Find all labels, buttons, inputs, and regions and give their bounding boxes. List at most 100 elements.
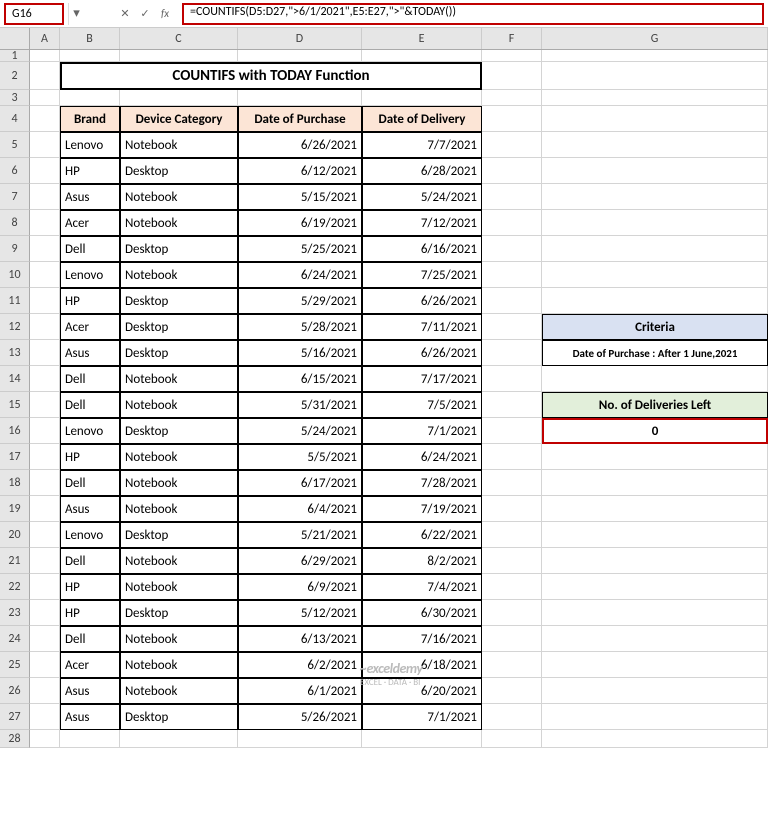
cell-blank[interactable] — [362, 730, 482, 748]
cell-delivery[interactable]: 7/28/2021 — [362, 470, 482, 496]
cell-brand[interactable]: Asus — [60, 678, 120, 704]
cell-blank[interactable] — [30, 210, 60, 236]
cell-delivery[interactable]: 6/28/2021 — [362, 158, 482, 184]
row-header-15[interactable]: 15 — [0, 392, 30, 418]
cell-brand[interactable]: Dell — [60, 548, 120, 574]
cell-blank[interactable] — [482, 730, 542, 748]
row-header-3[interactable]: 3 — [0, 90, 30, 106]
cell-brand[interactable]: Asus — [60, 184, 120, 210]
cell-blank[interactable] — [30, 392, 60, 418]
cell-blank[interactable] — [482, 444, 542, 470]
cell-delivery[interactable]: 6/30/2021 — [362, 600, 482, 626]
cell-category[interactable]: Desktop — [120, 314, 238, 340]
cell-blank[interactable] — [238, 730, 362, 748]
cell-blank[interactable] — [482, 548, 542, 574]
cell-blank[interactable] — [30, 444, 60, 470]
cell-purchase[interactable]: 6/26/2021 — [238, 132, 362, 158]
cell-purchase[interactable]: 6/13/2021 — [238, 626, 362, 652]
cell-blank[interactable] — [542, 158, 768, 184]
cell-blank[interactable] — [542, 730, 768, 748]
cell-blank[interactable] — [30, 470, 60, 496]
cell-blank[interactable] — [482, 652, 542, 678]
cell-blank[interactable] — [30, 158, 60, 184]
cell-delivery[interactable]: 6/20/2021 — [362, 678, 482, 704]
cell-blank[interactable] — [482, 522, 542, 548]
cell-blank[interactable] — [482, 314, 542, 340]
row-header-11[interactable]: 11 — [0, 288, 30, 314]
cell-blank[interactable] — [542, 704, 768, 730]
cell-delivery[interactable]: 7/1/2021 — [362, 704, 482, 730]
cell-blank[interactable] — [30, 574, 60, 600]
cell-purchase[interactable]: 6/9/2021 — [238, 574, 362, 600]
cell-blank[interactable] — [542, 444, 768, 470]
row-header-19[interactable]: 19 — [0, 496, 30, 522]
cell-category[interactable]: Desktop — [120, 418, 238, 444]
cell-category[interactable]: Notebook — [120, 392, 238, 418]
cell-blank[interactable] — [482, 392, 542, 418]
cell-blank[interactable] — [542, 522, 768, 548]
cell-blank[interactable] — [30, 652, 60, 678]
col-header-G[interactable]: G — [542, 28, 768, 49]
cell-purchase[interactable]: 5/16/2021 — [238, 340, 362, 366]
row-header-12[interactable]: 12 — [0, 314, 30, 340]
row-header-2[interactable]: 2 — [0, 62, 30, 90]
cell-brand[interactable]: Acer — [60, 210, 120, 236]
cancel-icon[interactable]: ✕ — [116, 5, 134, 23]
cell-blank[interactable] — [482, 470, 542, 496]
cell-purchase[interactable]: 5/21/2021 — [238, 522, 362, 548]
cell-purchase[interactable]: 6/2/2021 — [238, 652, 362, 678]
criteria-header[interactable]: Criteria — [542, 314, 768, 340]
cell-brand[interactable]: Asus — [60, 340, 120, 366]
cell-blank[interactable] — [482, 496, 542, 522]
cell-blank[interactable] — [30, 366, 60, 392]
cell-blank[interactable] — [30, 496, 60, 522]
cell-purchase[interactable]: 6/15/2021 — [238, 366, 362, 392]
formula-input[interactable]: =COUNTIFS(D5:D27,">6/1/2021",E5:E27,">"&… — [182, 3, 764, 25]
cell-blank[interactable] — [482, 236, 542, 262]
cell-blank[interactable] — [482, 340, 542, 366]
col-header-F[interactable]: F — [482, 28, 542, 49]
cell-blank[interactable] — [482, 418, 542, 444]
title-cell[interactable]: COUNTIFS with TODAY Function — [60, 62, 482, 90]
cell-category[interactable]: Desktop — [120, 522, 238, 548]
cell-blank[interactable] — [362, 90, 482, 106]
cell-blank[interactable] — [60, 730, 120, 748]
header-category[interactable]: Device Category — [120, 106, 238, 132]
cell-purchase[interactable]: 5/26/2021 — [238, 704, 362, 730]
cell-brand[interactable]: Dell — [60, 236, 120, 262]
cell-blank[interactable] — [60, 50, 120, 62]
cell-purchase[interactable]: 5/24/2021 — [238, 418, 362, 444]
cell-delivery[interactable]: 5/24/2021 — [362, 184, 482, 210]
cell-purchase[interactable]: 6/12/2021 — [238, 158, 362, 184]
deliveries-header[interactable]: No. of Deliveries Left — [542, 392, 768, 418]
cell-brand[interactable]: Dell — [60, 366, 120, 392]
cell-brand[interactable]: HP — [60, 600, 120, 626]
cell-brand[interactable]: Dell — [60, 392, 120, 418]
cell-blank[interactable] — [542, 652, 768, 678]
cell-blank[interactable] — [60, 90, 120, 106]
row-header-18[interactable]: 18 — [0, 470, 30, 496]
cell-category[interactable]: Notebook — [120, 678, 238, 704]
cell-blank[interactable] — [30, 90, 60, 106]
cell-blank[interactable] — [542, 132, 768, 158]
cell-blank[interactable] — [542, 106, 768, 132]
cell-brand[interactable]: Lenovo — [60, 262, 120, 288]
cell-blank[interactable] — [30, 106, 60, 132]
cell-category[interactable]: Notebook — [120, 652, 238, 678]
cell-blank[interactable] — [542, 600, 768, 626]
cell-blank[interactable] — [542, 366, 768, 392]
cell-blank[interactable] — [542, 184, 768, 210]
cell-delivery[interactable]: 7/17/2021 — [362, 366, 482, 392]
cell-blank[interactable] — [120, 50, 238, 62]
cell-blank[interactable] — [30, 704, 60, 730]
cell-category[interactable]: Notebook — [120, 470, 238, 496]
row-header-6[interactable]: 6 — [0, 158, 30, 184]
cell-blank[interactable] — [238, 50, 362, 62]
cell-delivery[interactable]: 7/1/2021 — [362, 418, 482, 444]
cell-category[interactable]: Notebook — [120, 184, 238, 210]
cell-delivery[interactable]: 7/11/2021 — [362, 314, 482, 340]
col-header-E[interactable]: E — [362, 28, 482, 49]
row-header-17[interactable]: 17 — [0, 444, 30, 470]
cell-purchase[interactable]: 5/29/2021 — [238, 288, 362, 314]
cell-delivery[interactable]: 6/26/2021 — [362, 288, 482, 314]
